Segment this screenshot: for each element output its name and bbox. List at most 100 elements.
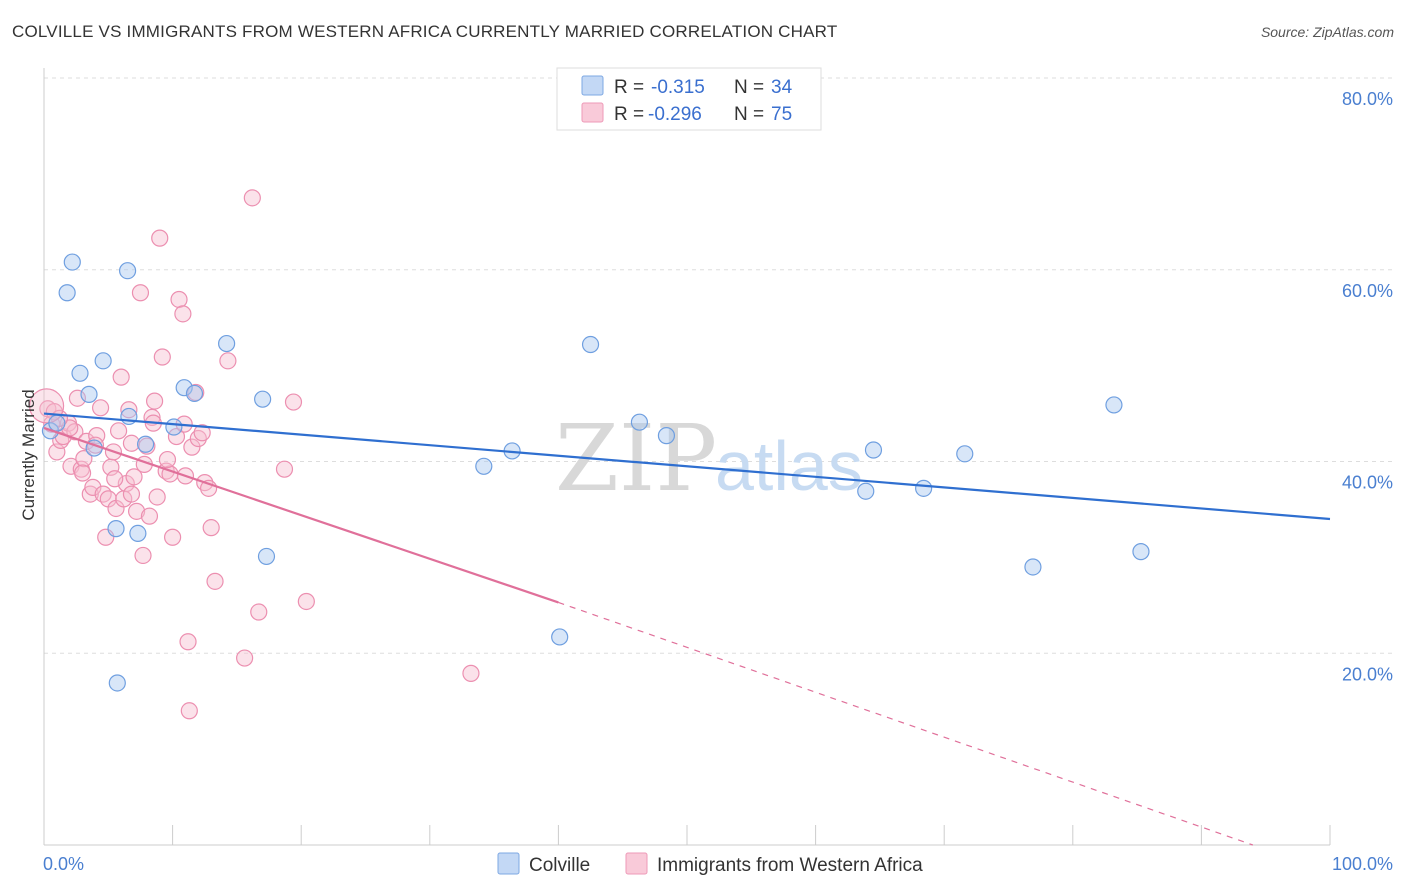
- pink-point-61: [275, 460, 294, 478]
- legend-r-value-2: -0.296: [648, 104, 702, 125]
- pink-point-42: [164, 528, 182, 546]
- pink-point-30: [127, 502, 146, 520]
- x-tick-min: 0.0%: [43, 854, 84, 874]
- pink-point-64: [462, 664, 480, 682]
- pink-point-24: [112, 368, 130, 386]
- blue-point-2: [58, 284, 76, 302]
- y-axis-label: Currently Married: [19, 389, 38, 520]
- pink-point-62: [284, 393, 303, 411]
- grid-layer: [44, 77, 1393, 654]
- legend-n-value-2: 75: [771, 104, 792, 125]
- source-label: Source: ZipAtlas.com: [1260, 24, 1394, 40]
- pink-point-14: [84, 478, 102, 496]
- pink-point-48: [180, 702, 198, 720]
- pink-point-49: [183, 438, 201, 456]
- pink-point-63: [297, 592, 315, 611]
- blue-point-19: [257, 547, 276, 566]
- pink-point-23: [109, 422, 128, 440]
- blue-point-27: [864, 441, 883, 459]
- pink-point-44: [170, 290, 188, 309]
- trend-lines: [43, 412, 1331, 846]
- pink-point-38: [151, 229, 169, 247]
- blue-point-32: [1132, 543, 1150, 561]
- pink-point-13: [81, 485, 99, 503]
- legend-n-label-1: N =: [734, 77, 764, 98]
- pink-point-29: [125, 468, 143, 486]
- y-tick-label-80: 80.0%: [1342, 89, 1393, 109]
- pink-trend-extension: [558, 601, 1254, 846]
- blue-point-4: [71, 364, 89, 382]
- bottom-legend-colville: Colville: [529, 855, 590, 876]
- legend-r-label-1: R =: [614, 77, 644, 98]
- pink-point-36: [145, 392, 164, 410]
- blue-point-5: [80, 385, 98, 403]
- pink-point-32: [134, 546, 152, 565]
- blue-point-24: [630, 413, 649, 431]
- axis-layer: 20.0% 40.0% 60.0% 80.0%: [43, 68, 1393, 846]
- blue-trend-line: [43, 412, 1331, 521]
- blue-point-12: [129, 524, 147, 543]
- pink-point-58: [236, 649, 254, 667]
- y-tick-label-60: 60.0%: [1342, 281, 1393, 301]
- pink-point-17: [94, 485, 112, 503]
- pink-point-57: [219, 352, 237, 370]
- blue-point-3: [63, 253, 81, 271]
- blue-point-29: [956, 445, 974, 463]
- blue-point-22: [551, 628, 569, 646]
- blue-point-16: [185, 384, 204, 403]
- pink-point-59: [243, 189, 261, 207]
- blue-point-1: [48, 414, 66, 432]
- legend-n-label-2: N =: [734, 104, 764, 125]
- blue-point-18: [254, 390, 272, 408]
- pink-point-34: [140, 507, 159, 525]
- pink-point-16: [91, 399, 110, 417]
- blue-point-31: [1105, 396, 1123, 414]
- blue-point-23: [581, 335, 600, 354]
- blue-point-9: [108, 674, 126, 692]
- pink-point-68: [73, 464, 92, 482]
- blue-point-25: [657, 427, 676, 445]
- pink-point-27: [120, 401, 138, 419]
- pink-point-11: [75, 450, 93, 468]
- chart-title: COLVILLE VS IMMIGRANTS FROM WESTERN AFRI…: [12, 22, 838, 41]
- pink-point-39: [153, 348, 171, 366]
- pink-point-71: [106, 470, 124, 488]
- blue-point-20: [475, 457, 493, 475]
- legend-r-value-1: -0.315: [651, 77, 705, 98]
- legend-n-value-1: 34: [771, 77, 793, 98]
- blue-point-10: [118, 262, 137, 280]
- stats-legend: R = -0.315 N = 34 R = -0.296 N = 75: [556, 67, 822, 131]
- bottom-swatch-pink: [625, 852, 648, 875]
- blue-point-15: [175, 379, 193, 397]
- legend-swatch-blue: [581, 75, 604, 96]
- pink-point-69: [158, 450, 177, 469]
- blue-point-7: [94, 352, 112, 370]
- blue-point-28: [915, 479, 933, 497]
- bottom-legend-immigrants: Immigrants from Western Africa: [657, 855, 923, 876]
- pink-point-60: [250, 603, 268, 621]
- pink-point-70: [122, 485, 141, 503]
- pink-point-52: [193, 424, 211, 442]
- bottom-swatch-blue: [497, 852, 520, 875]
- pink-point-43: [167, 427, 186, 446]
- pink-point-56: [206, 572, 224, 590]
- legend-swatch-pink: [581, 102, 604, 123]
- legend-r-label-2: R =: [614, 104, 644, 125]
- pink-point-47: [179, 633, 197, 651]
- pink-point-37: [148, 488, 166, 506]
- x-tick-max: 100.0%: [1332, 854, 1393, 874]
- blue-point-13: [136, 435, 155, 453]
- blue-point-26: [857, 482, 875, 500]
- pink-trend-line: [43, 426, 559, 604]
- blue-point-14: [165, 418, 183, 436]
- y-tick-label-20: 20.0%: [1342, 664, 1393, 684]
- pink-point-31: [131, 284, 150, 302]
- blue-point-8: [107, 520, 125, 538]
- series-legend: Colville Immigrants from Western Africa: [497, 852, 923, 876]
- pink-point-55: [202, 519, 220, 537]
- watermark-atlas: atlas: [715, 427, 863, 505]
- y-tick-label-40: 40.0%: [1342, 473, 1393, 493]
- blue-point-30: [1024, 558, 1042, 576]
- blue-point-17: [218, 334, 236, 353]
